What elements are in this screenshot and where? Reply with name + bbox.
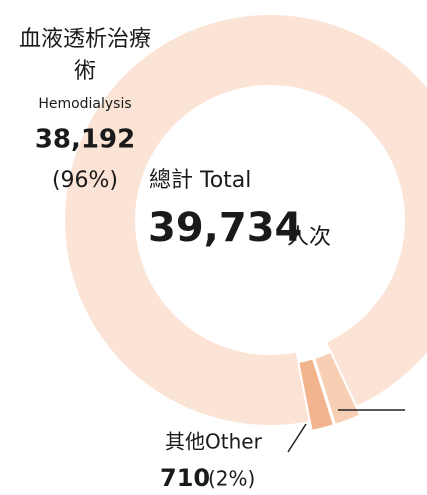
percent-label: (2%) [208, 467, 255, 491]
slice-subtitle: Hemodialysis [38, 96, 131, 112]
value-label: 710 [160, 464, 210, 492]
slice [312, 350, 362, 427]
total-unit: 人次 [287, 225, 331, 250]
leader-line [287, 423, 307, 453]
slice [65, 15, 427, 425]
donut [65, 15, 427, 433]
total-label: 總計 Total [149, 168, 251, 193]
slice-label: 其他Other [165, 430, 263, 454]
value-label: 38,192 [35, 125, 135, 155]
total-value: 39,734 [148, 205, 302, 251]
slice [297, 357, 336, 433]
slice-label: 血液透析治療術 [19, 27, 151, 84]
percent-label: (96%) [52, 168, 118, 193]
